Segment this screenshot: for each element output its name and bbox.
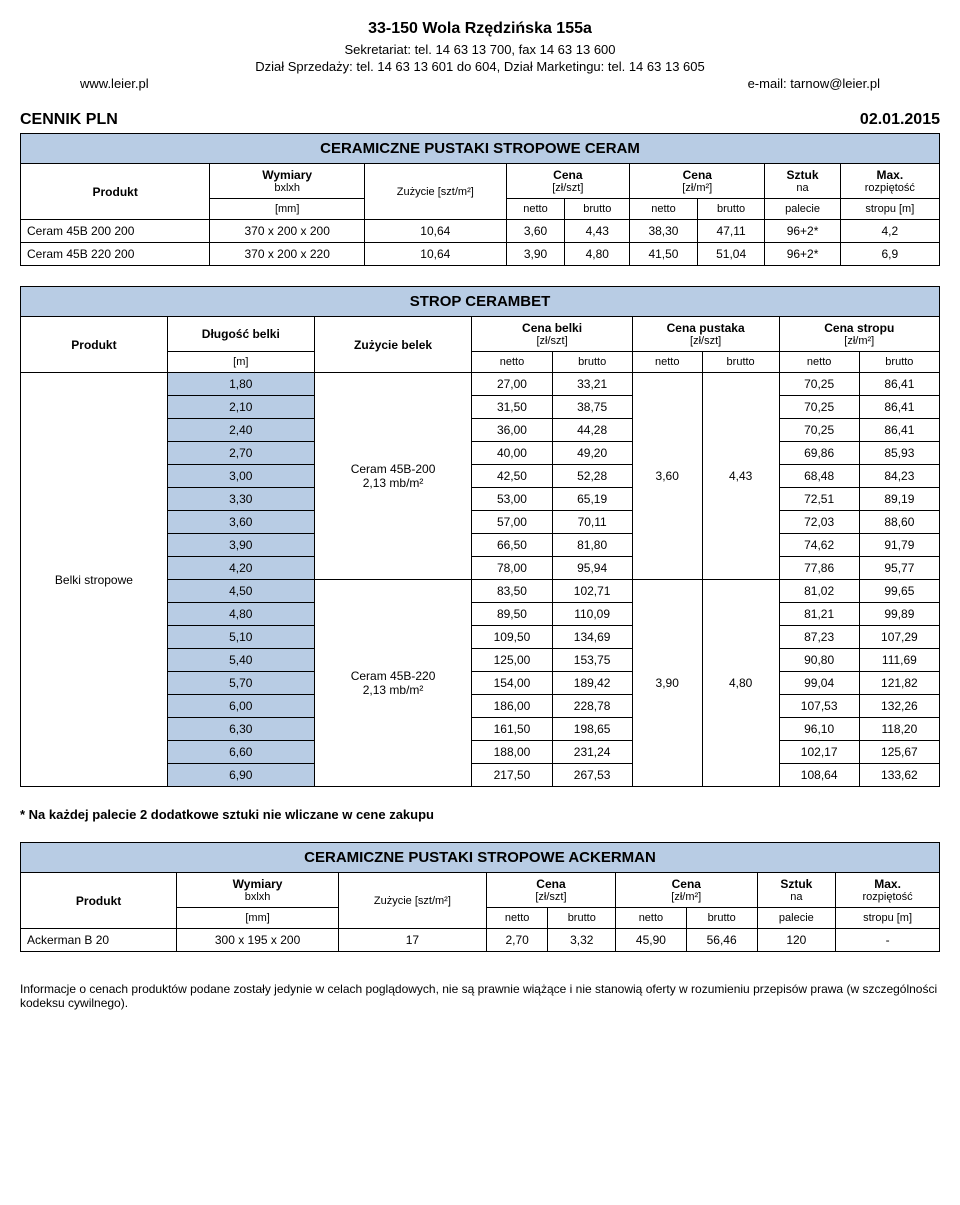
th-brutto: brutto [859, 352, 939, 373]
th-stropu: Cena stropu [zł/m²] [779, 317, 939, 352]
th-palecie: palecie [757, 908, 836, 929]
header-www: www.leier.pl [80, 76, 149, 91]
th-belki: Cena belki [zł/szt] [472, 317, 632, 352]
th-produkt: Produkt [21, 164, 210, 220]
cennik-date: 02.01.2015 [860, 111, 940, 129]
th-produkt: Produkt [21, 873, 177, 929]
banner-ceram: CERAMICZNE PUSTAKI STROPOWE CERAM [21, 134, 940, 164]
table-ceram: CERAMICZNE PUSTAKI STROPOWE CERAM Produk… [20, 133, 940, 266]
th-wymiary: Wymiary bxlxh [210, 164, 365, 199]
th-netto: netto [630, 199, 698, 220]
th-zuzycie: Zużycie [szt/m²] [365, 164, 507, 220]
th-netto: netto [616, 908, 687, 929]
th-stropu: stropu [m] [836, 908, 940, 929]
header-line1: Sekretariat: tel. 14 63 13 700, fax 14 6… [20, 42, 940, 57]
th-netto: netto [632, 352, 702, 373]
th-brutto: brutto [565, 199, 630, 220]
th-brutto: brutto [702, 352, 779, 373]
th-dlugosc: Długość belki [167, 317, 314, 352]
th-cena-szt: Cena [zł/szt] [506, 164, 630, 199]
th-cena-szt: Cena [zł/szt] [486, 873, 615, 908]
table-ackerman: CERAMICZNE PUSTAKI STROPOWE ACKERMAN Pro… [20, 842, 940, 952]
th-brutto: brutto [552, 352, 632, 373]
header-address: 33-150 Wola Rzędzińska 155a [20, 20, 940, 38]
th-wymiary: Wymiary bxlxh [177, 873, 339, 908]
th-max: Max. rozpiętość [840, 164, 939, 199]
th-produkt: Produkt [21, 317, 168, 373]
th-mm: [mm] [210, 199, 365, 220]
th-zuzycie: Zużycie belek [314, 317, 472, 373]
header-line2: Dział Sprzedaży: tel. 14 63 13 601 do 60… [20, 59, 940, 74]
table-row: Ceram 45B 220 200370 x 200 x 22010,643,9… [21, 243, 940, 266]
table-row: Ceram 45B 200 200370 x 200 x 20010,643,6… [21, 220, 940, 243]
table-row: Ackerman B 20300 x 195 x 200172,703,3245… [21, 929, 940, 952]
th-sztuk: Sztuk na [757, 873, 836, 908]
th-stropu: stropu [m] [840, 199, 939, 220]
th-pustaka: Cena pustaka [zł/szt] [632, 317, 779, 352]
th-netto: netto [506, 199, 565, 220]
footnote: * Na każdej palecie 2 dodatkowe sztuki n… [20, 807, 940, 822]
table-row: Belki stropowe1,80Ceram 45B-200 2,13 mb/… [21, 373, 940, 396]
th-netto: netto [472, 352, 552, 373]
th-m: [m] [167, 352, 314, 373]
header-email: e-mail: tarnow@leier.pl [748, 76, 880, 91]
th-brutto: brutto [686, 908, 757, 929]
disclaimer: Informacje o cenach produktów podane zos… [20, 982, 940, 1010]
th-netto: netto [779, 352, 859, 373]
banner-cerambet: STROP CERAMBET [21, 287, 940, 317]
th-mm: [mm] [177, 908, 339, 929]
th-brutto: brutto [697, 199, 765, 220]
th-max: Max. rozpiętość [836, 873, 940, 908]
cennik-title: CENNIK PLN [20, 111, 118, 129]
th-palecie: palecie [765, 199, 840, 220]
th-sztuk: Sztuk na [765, 164, 840, 199]
th-netto: netto [486, 908, 548, 929]
th-zuzycie: Zużycie [szt/m²] [338, 873, 486, 929]
table-cerambet: STROP CERAMBET Produkt Długość belki Zuż… [20, 286, 940, 787]
th-brutto: brutto [548, 908, 616, 929]
banner-ackerman: CERAMICZNE PUSTAKI STROPOWE ACKERMAN [21, 843, 940, 873]
th-cena-m2: Cena [zł/m²] [616, 873, 757, 908]
th-cena-m2: Cena [zł/m²] [630, 164, 765, 199]
